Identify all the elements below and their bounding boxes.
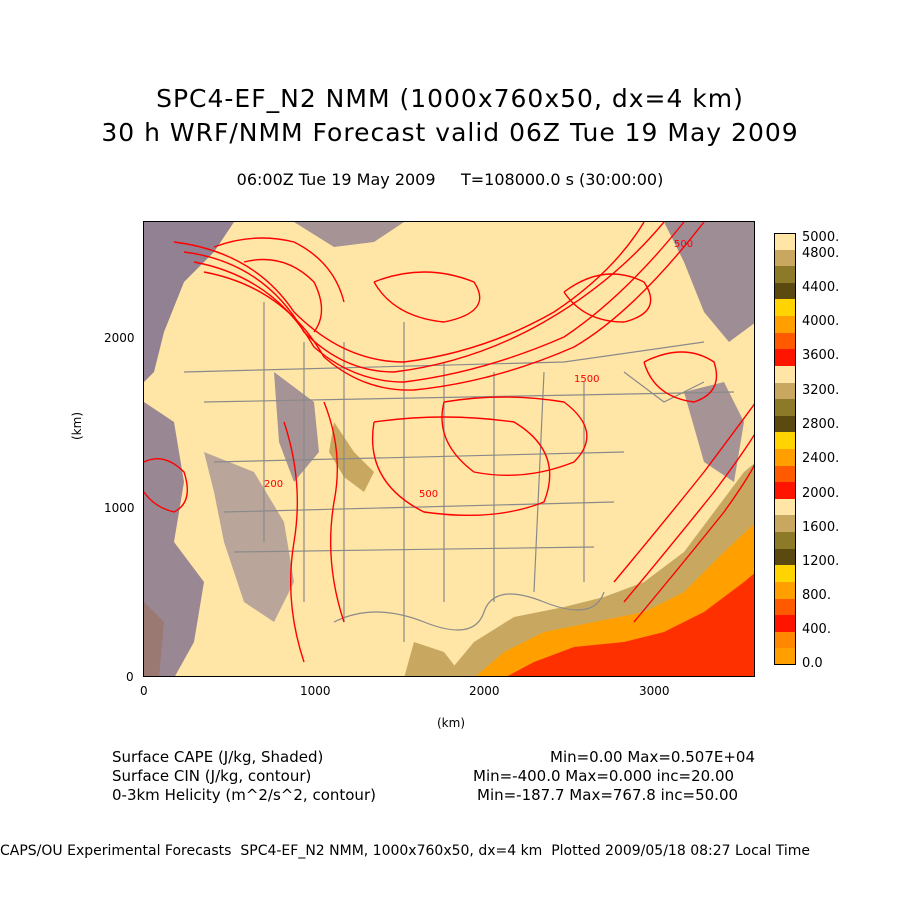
colorbar-label: 3200. (802, 383, 840, 398)
colorbar-segment (774, 432, 796, 450)
x-tick-2000: 2000 (469, 684, 500, 698)
legend-cin: Surface CIN (J/kg, contour) (112, 767, 312, 785)
colorbar-segment (774, 249, 796, 267)
x-tick-0: 0 (140, 684, 148, 698)
colorbar-segment (774, 316, 796, 334)
state-borders (183, 302, 735, 642)
x-tick-3000: 3000 (639, 684, 670, 698)
footer-credits: CAPS/OU Experimental Forecasts SPC4-EF_N… (0, 843, 810, 859)
x-tick-1000: 1000 (300, 684, 331, 698)
colorbar-label: 1600. (802, 520, 840, 535)
legend-helicity-range: Min=-187.7 Max=767.8 inc=50.00 (477, 786, 739, 804)
colorbar-label: 4400. (802, 280, 840, 295)
colorbar-segment (774, 648, 796, 666)
colorbar-segment (774, 282, 796, 300)
colorbar-segment (774, 615, 796, 633)
cin-northwest (144, 222, 234, 382)
colorbar-segment (774, 465, 796, 483)
y-axis-label: (km) (70, 411, 84, 440)
colorbar-label: 2400. (802, 451, 840, 466)
cape-shading-max (507, 573, 754, 676)
colorbar-segment (774, 565, 796, 583)
colorbar-segment (774, 532, 796, 550)
forecast-map: 1500 500 500 200 (143, 221, 755, 677)
colorbar-segment (774, 515, 796, 533)
cape-shading-plains (329, 422, 374, 492)
legend-helicity: 0-3km Helicity (m^2/s^2, contour) (112, 786, 376, 804)
colorbar-segment (774, 332, 796, 350)
cin-east-coast (684, 382, 744, 482)
contour-label-2: 500 (419, 489, 438, 500)
colorbar-label: 1200. (802, 554, 840, 569)
cin-southwest (204, 452, 294, 622)
colorbar-label: 2000. (802, 486, 840, 501)
colorbar-segment (774, 548, 796, 566)
valid-time-line: 06:00Z Tue 19 May 2009 T=108000.0 s (30:… (236, 170, 664, 189)
colorbar-label: 400. (802, 622, 831, 637)
y-tick-1000: 1000 (104, 501, 135, 515)
map-svg: 1500 500 500 200 (144, 222, 754, 676)
contour-label-4: 200 (264, 479, 283, 490)
cape-shading-gulf (404, 642, 463, 676)
legend-cin-range: Min=-400.0 Max=0.000 inc=20.00 (473, 767, 735, 785)
colorbar-segment (774, 449, 796, 467)
colorbar-segment (774, 382, 796, 400)
colorbar-segment (774, 482, 796, 500)
colorbar-label: 4800. (802, 246, 840, 261)
contour-label-3: 500 (674, 239, 693, 250)
colorbar-label: 2800. (802, 417, 840, 432)
colorbar-segment (774, 299, 796, 317)
chart-subtitle: 30 h WRF/NMM Forecast valid 06Z Tue 19 M… (101, 118, 799, 147)
contour-label-1: 1500 (574, 374, 599, 385)
colorbar-label: 5000. (802, 230, 840, 245)
colorbar-segment (774, 266, 796, 284)
legend-cape: Surface CAPE (J/kg, Shaded) (112, 748, 324, 766)
colorbar-segment (774, 349, 796, 367)
legend-cape-range: Min=0.00 Max=0.507E+04 (550, 748, 756, 766)
colorbar-segment (774, 415, 796, 433)
y-tick-2000: 2000 (104, 331, 135, 345)
colorbar-segment (774, 581, 796, 600)
cin-north (294, 222, 404, 247)
colorbar-label: 3600. (802, 348, 840, 363)
helicity-contours (144, 222, 754, 663)
colorbar-label: 4000. (802, 314, 840, 329)
colorbar-segment (774, 598, 796, 616)
chart-title: SPC4-EF_N2 NMM (1000x760x50, dx=4 km) (156, 84, 744, 113)
colorbar-segment (774, 365, 796, 384)
x-axis-label: (km) (437, 716, 466, 730)
colorbar-label: 0.0 (802, 656, 823, 671)
cin-northeast (664, 222, 754, 342)
cin-west (144, 402, 204, 676)
colorbar-segment (774, 631, 796, 649)
colorbar-segment (774, 498, 796, 516)
colorbar-segment (774, 399, 796, 417)
y-tick-0: 0 (126, 670, 134, 684)
colorbar-label: 800. (802, 588, 831, 603)
colorbar-segment (774, 233, 796, 251)
